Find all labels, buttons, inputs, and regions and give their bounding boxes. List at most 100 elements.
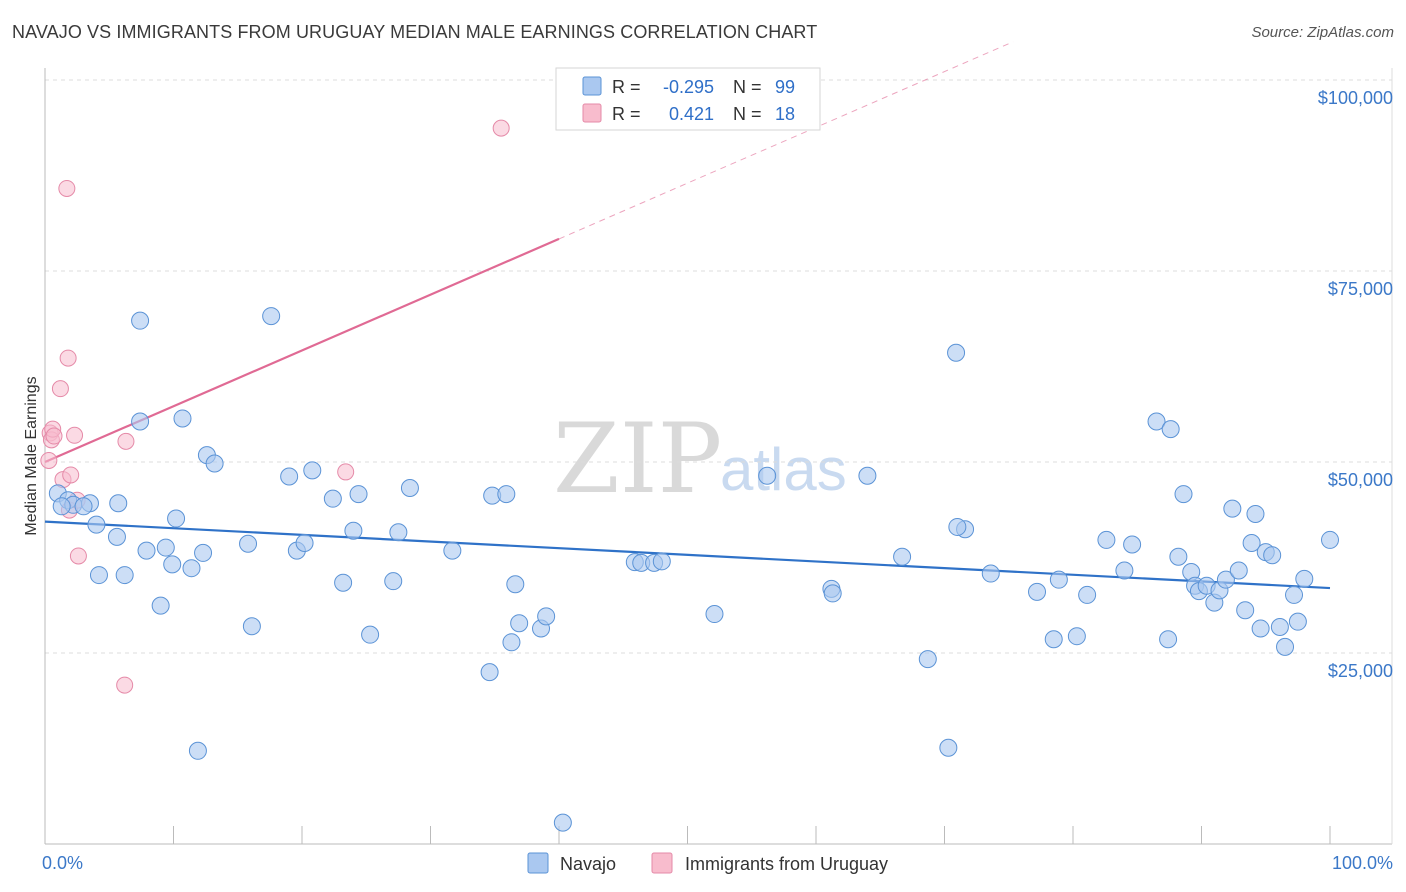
navajo-point-46 — [553, 813, 572, 832]
uruguay-point-5 — [51, 380, 69, 398]
x-tick-labels: 0.0% 100.0% — [42, 853, 1393, 873]
trend-line-navajo — [44, 520, 1331, 590]
series-legend: Navajo Immigrants from Uruguay — [527, 852, 888, 874]
navajo-point-21 — [205, 454, 224, 473]
navajo-point-70 — [1159, 630, 1178, 649]
y-tick-label-3: $100,000 — [1318, 88, 1393, 108]
trend-lines — [44, 41, 1331, 590]
uruguay-point-12 — [69, 547, 87, 565]
y-tick-label-1: $50,000 — [1328, 470, 1393, 490]
navajo-point-50 — [705, 605, 724, 624]
y-tick-label-0: $25,000 — [1328, 661, 1393, 681]
navajo-point-43 — [510, 614, 529, 633]
navajo-point-55 — [893, 547, 912, 566]
navajo-point-89 — [1270, 618, 1289, 637]
uruguay-point-0 — [40, 451, 58, 469]
uruguay-point-14 — [117, 432, 135, 450]
uruguay-point-4 — [45, 427, 63, 445]
navajo-point-4 — [87, 515, 106, 534]
navajo-point-51 — [758, 466, 777, 485]
navajo-point-35 — [389, 523, 408, 542]
navajo-point-57 — [939, 738, 958, 757]
navajo-point-56 — [918, 650, 937, 669]
navajo-point-62 — [1044, 630, 1063, 649]
navajo-point-23 — [242, 617, 261, 636]
navajo-point-98 — [948, 517, 967, 536]
navajo-point-31 — [344, 521, 363, 540]
legend-n-value-navajo: 99 — [775, 77, 795, 97]
legend-n-value-uruguay: 18 — [775, 104, 795, 124]
legend-r-value-navajo: -0.295 — [663, 77, 714, 97]
navajo-point-38 — [480, 663, 499, 682]
navajo-point-11 — [137, 541, 156, 560]
navajo-point-10 — [131, 311, 150, 330]
bottom-legend-label-navajo: Navajo — [560, 854, 616, 874]
navajo-point-9 — [131, 412, 150, 431]
y-tick-label-2: $75,000 — [1328, 279, 1393, 299]
navajo-point-66 — [1097, 530, 1116, 549]
navajo-point-61 — [1028, 582, 1047, 601]
navajo-point-97 — [74, 497, 93, 516]
navajo-point-37 — [443, 541, 462, 560]
navajo-point-28 — [303, 461, 322, 480]
legend-r-value-uruguay: 0.421 — [669, 104, 714, 124]
bottom-legend-swatch-navajo — [527, 852, 549, 874]
source-label: Source: ZipAtlas.com — [1251, 24, 1394, 41]
navajo-point-67 — [1115, 561, 1134, 580]
navajo-point-95 — [652, 552, 671, 571]
bottom-legend-swatch-uruguay — [651, 852, 673, 874]
uruguay-point-7 — [58, 179, 76, 197]
navajo-point-40 — [497, 485, 516, 504]
navajo-point-27 — [295, 533, 314, 552]
navajo-point-25 — [280, 467, 299, 486]
navajo-point-16 — [173, 409, 192, 428]
navajo-point-7 — [109, 494, 128, 513]
navajo-point-22 — [239, 534, 258, 553]
navajo-point-41 — [502, 633, 521, 652]
navajo-point-14 — [163, 555, 182, 574]
navajo-point-53 — [823, 584, 842, 603]
legend-r-label-navajo: R = — [612, 77, 641, 97]
navajo-point-84 — [1242, 533, 1261, 552]
y-tick-labels: $25,000 $50,000 $75,000 $100,000 — [1318, 88, 1393, 681]
navajo-point-69 — [1147, 412, 1166, 431]
navajo-point-88 — [1263, 546, 1282, 565]
navajo-point-63 — [1049, 570, 1068, 589]
uruguay-point-15 — [337, 463, 355, 481]
navajo-point-85 — [1246, 504, 1265, 523]
navajo-point-18 — [188, 741, 207, 760]
uruguay-point-10 — [62, 466, 80, 484]
navajo-point-8 — [115, 566, 134, 585]
navajo-point-65 — [1078, 585, 1097, 604]
navajo-point-81 — [1223, 499, 1242, 518]
legend-swatch-navajo — [582, 76, 602, 96]
navajo-point-73 — [1174, 485, 1193, 504]
navajo-point-68 — [1123, 535, 1142, 554]
uruguay-points — [40, 119, 510, 694]
navajo-point-82 — [1229, 561, 1248, 580]
navajo-point-72 — [1169, 547, 1188, 566]
navajo-point-86 — [1251, 619, 1270, 638]
navajo-point-42 — [506, 575, 525, 594]
navajo-point-24 — [262, 307, 281, 326]
navajo-point-94 — [1321, 530, 1339, 549]
x-tick-label-1: 100.0% — [1332, 853, 1393, 873]
navajo-point-58 — [947, 343, 966, 362]
navajo-point-17 — [182, 559, 201, 578]
stats-legend: R = -0.295 N = 99 R = 0.421 N = 18 — [555, 67, 821, 131]
navajo-point-64 — [1067, 627, 1086, 646]
legend-n-label-uruguay: N = — [733, 104, 762, 124]
uruguay-point-17 — [66, 426, 84, 444]
legend-swatch-uruguay — [582, 103, 602, 123]
trend-line-uruguay — [44, 237, 560, 464]
x-tick-label-0: 0.0% — [42, 853, 83, 873]
legend-n-label-navajo: N = — [733, 77, 762, 97]
navajo-point-15 — [167, 509, 186, 528]
chart-title: NAVAJO VS IMMIGRANTS FROM URUGUAY MEDIAN… — [12, 22, 818, 42]
navajo-point-60 — [981, 564, 1000, 583]
uruguay-point-8 — [59, 349, 77, 367]
watermark-zip: ZIP — [553, 403, 722, 515]
watermark: ZIP atlas — [553, 403, 847, 515]
watermark-atlas: atlas — [720, 436, 847, 503]
